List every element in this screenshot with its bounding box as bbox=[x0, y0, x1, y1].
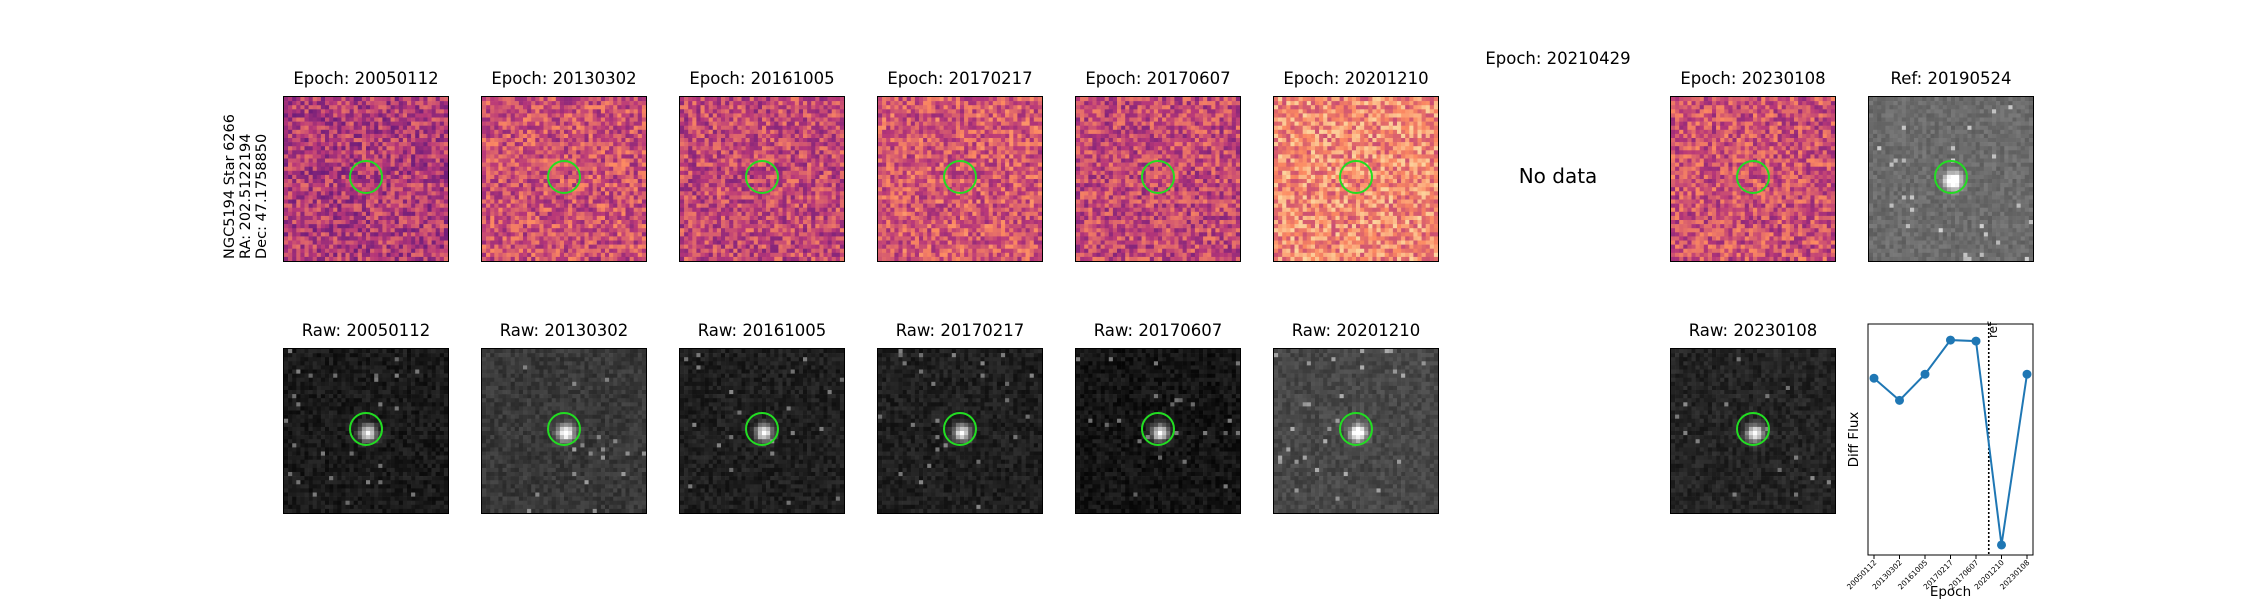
image-panel-raw-3 bbox=[877, 348, 1043, 514]
image-panel-diff-0 bbox=[283, 96, 449, 262]
target-marker-circle bbox=[349, 160, 383, 194]
image-panel-raw-1 bbox=[481, 348, 647, 514]
target-marker-circle bbox=[943, 412, 977, 446]
no-data-label: No data bbox=[1519, 164, 1598, 188]
target-marker-circle bbox=[547, 160, 581, 194]
diff-panel-title-nodata: Epoch: 20210429 bbox=[1485, 49, 1630, 68]
raw-panel-title: Raw: 20230108 bbox=[1689, 321, 1818, 340]
lightcurve-chart: ref2005011220130302201610052017021720170… bbox=[1845, 321, 2034, 600]
target-marker-circle bbox=[349, 412, 383, 446]
target-marker-circle bbox=[1339, 160, 1373, 194]
data-point bbox=[1920, 369, 1930, 379]
image-panel-diff-2 bbox=[679, 96, 845, 262]
image-panel-raw-5 bbox=[1273, 348, 1439, 514]
target-marker-circle bbox=[547, 412, 581, 446]
image-panel-diff-4 bbox=[1075, 96, 1241, 262]
raw-panel-title: Raw: 20130302 bbox=[500, 321, 629, 340]
diff-panel-title: Epoch: 20230108 bbox=[1680, 69, 1825, 88]
data-point bbox=[1997, 540, 2006, 550]
image-panel-diff-7 bbox=[1670, 96, 1836, 262]
star-ra: RA: 202.5122194 bbox=[238, 133, 254, 259]
raw-panel-title: Raw: 20201210 bbox=[1292, 321, 1421, 340]
data-point bbox=[2022, 369, 2032, 379]
series-line bbox=[1873, 339, 2028, 546]
image-panel-diff-3 bbox=[877, 96, 1043, 262]
diff-panel-title: Epoch: 20201210 bbox=[1283, 69, 1428, 88]
target-marker-circle bbox=[1141, 160, 1175, 194]
target-marker-circle bbox=[745, 412, 779, 446]
data-point bbox=[1971, 336, 1981, 346]
target-marker-circle bbox=[1339, 412, 1373, 446]
ref-label: ref bbox=[1986, 321, 2000, 338]
x-axis-label: Epoch bbox=[1930, 584, 1971, 600]
diff-panel-title: Ref: 20190524 bbox=[1891, 69, 2012, 88]
y-axis-label: Diff Flux bbox=[1846, 412, 1862, 468]
image-panel-raw-2 bbox=[679, 348, 845, 514]
image-panel-diff-8 bbox=[1868, 96, 2034, 262]
chart-frame bbox=[1867, 323, 2034, 556]
target-marker-circle bbox=[1736, 412, 1770, 446]
image-panel-raw-0 bbox=[283, 348, 449, 514]
raw-panel-title: Raw: 20170607 bbox=[1094, 321, 1223, 340]
image-panel-diff-1 bbox=[481, 96, 647, 262]
star-dec: Dec: 47.1758850 bbox=[254, 134, 270, 259]
diff-panel-title: Epoch: 20170217 bbox=[887, 69, 1032, 88]
data-point bbox=[1869, 373, 1879, 383]
target-marker-circle bbox=[943, 160, 977, 194]
target-marker-circle bbox=[1736, 160, 1770, 194]
diff-panel-title: Epoch: 20161005 bbox=[689, 69, 834, 88]
data-point bbox=[1895, 395, 1904, 405]
raw-panel-title: Raw: 20170217 bbox=[896, 321, 1025, 340]
image-panel-diff-5 bbox=[1273, 96, 1439, 262]
data-point bbox=[1946, 335, 1955, 345]
star-name: NGC5194 Star 6266 bbox=[222, 114, 238, 259]
raw-panel-title: Raw: 20161005 bbox=[698, 321, 827, 340]
image-panel-raw-7 bbox=[1670, 348, 1836, 514]
target-marker-circle bbox=[745, 160, 779, 194]
diff-panel-title: Epoch: 20170607 bbox=[1085, 69, 1230, 88]
target-marker-circle bbox=[1141, 412, 1175, 446]
raw-panel-title: Raw: 20050112 bbox=[302, 321, 431, 340]
diff-panel-title: Epoch: 20130302 bbox=[491, 69, 636, 88]
image-panel-raw-4 bbox=[1075, 348, 1241, 514]
diff-panel-title: Epoch: 20050112 bbox=[293, 69, 438, 88]
target-marker-circle bbox=[1934, 160, 1968, 194]
